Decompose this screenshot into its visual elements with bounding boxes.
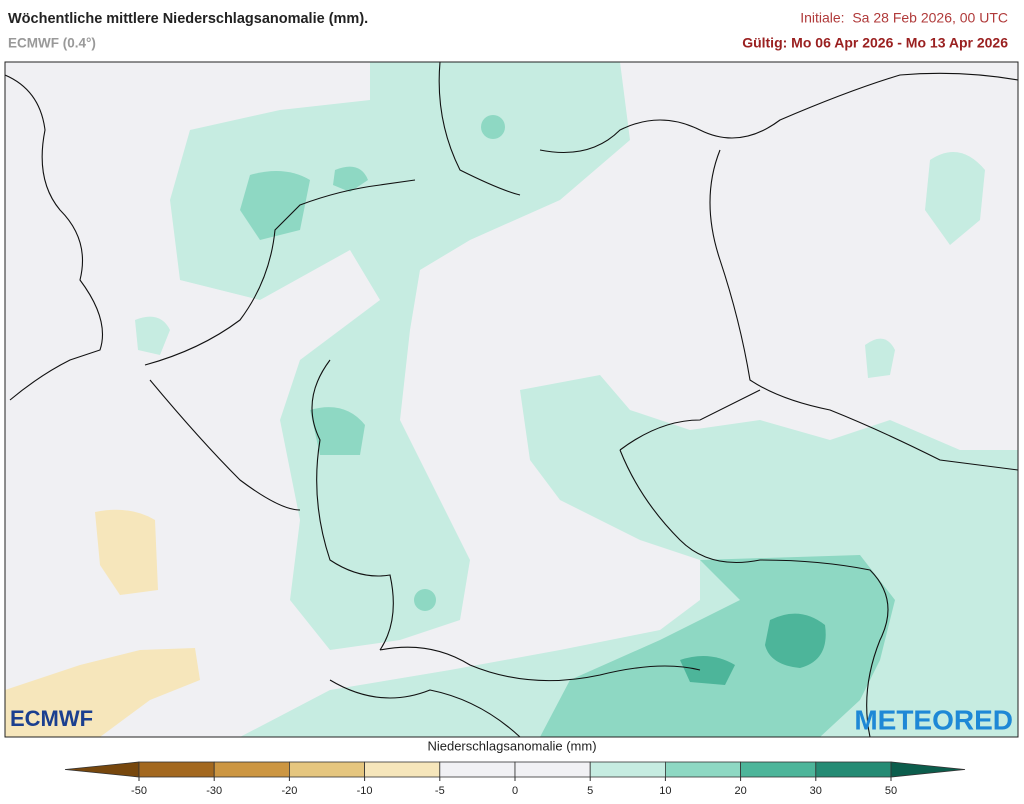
- colorbar-segment: [665, 761, 742, 778]
- colorbar-tick-label: 20: [734, 785, 746, 797]
- colorbar-tick-label: -10: [357, 785, 373, 797]
- colorbar: -50 -30 -20 -10 -5 0 5 10 20 30 50: [64, 761, 966, 797]
- colorbar-segment: [740, 761, 817, 778]
- colorbar-tick-label: -20: [281, 785, 297, 797]
- colorbar-segment: [439, 761, 516, 778]
- colorbar-tick-label: -30: [206, 785, 222, 797]
- colorbar-segment: [589, 761, 666, 778]
- colorbar-segment: [514, 761, 591, 778]
- colorbar-tick-label: 50: [885, 785, 897, 797]
- initial-time: Initiale: Sa 28 Feb 2026, 00 UTC: [800, 10, 1008, 26]
- colorbar-extend-low: [64, 761, 140, 778]
- colorbar-tick-label: 0: [512, 785, 518, 797]
- colorbar-segment: [213, 761, 290, 778]
- map: ECMWF METEORED: [5, 62, 1018, 737]
- title: Wöchentliche mittlere Niederschlagsanoma…: [8, 11, 368, 27]
- colorbar-extend-high: [890, 761, 966, 778]
- colorbar-segment: [364, 761, 441, 778]
- valid-time: Gültig: Mo 06 Apr 2026 - Mo 13 Apr 2026: [742, 35, 1008, 51]
- ecmwf-logo: ECMWF: [10, 706, 93, 731]
- colorbar-tick-label: 30: [810, 785, 822, 797]
- colorbar-segment: [815, 761, 892, 778]
- meteored-logo: METEORED: [854, 704, 1013, 735]
- map-frame: [4, 61, 1019, 738]
- colorbar-tick-label: -50: [131, 785, 147, 797]
- colorbar-label: Niederschlagsanomalie (mm): [427, 738, 596, 753]
- colorbar-tick-label: -5: [435, 785, 445, 797]
- colorbar-tick-label: 5: [587, 785, 593, 797]
- colorbar-segment: [288, 761, 365, 778]
- model: ECMWF (0.4°): [8, 36, 96, 51]
- colorbar-tick-label: 10: [659, 785, 671, 797]
- colorbar-segment: [138, 761, 215, 778]
